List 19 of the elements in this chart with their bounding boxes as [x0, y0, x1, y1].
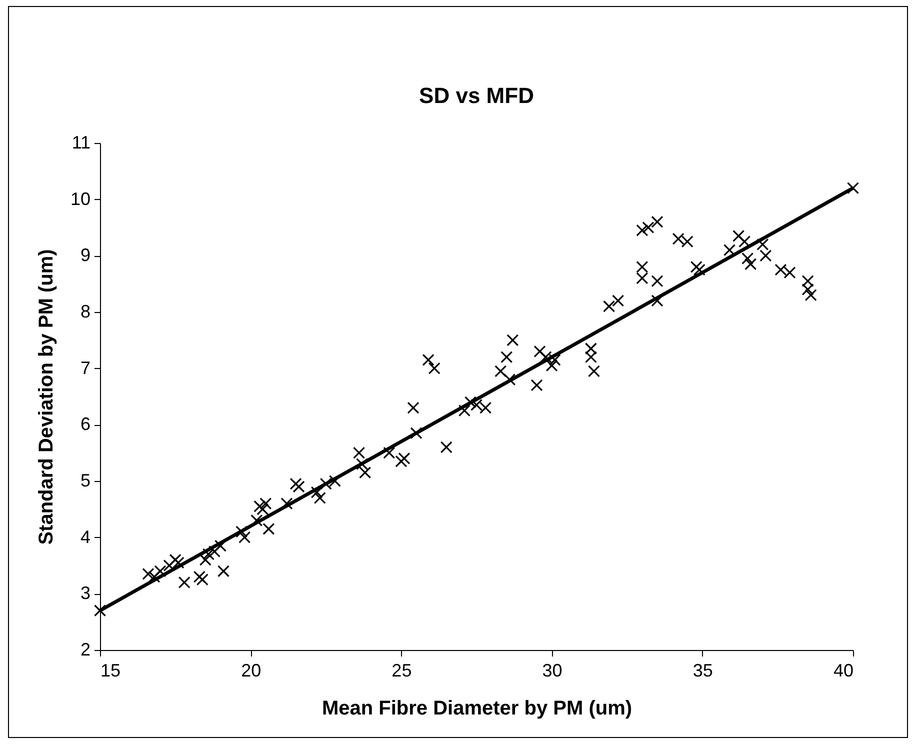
y-tick-label: 6: [80, 414, 90, 434]
x-tick-label: 35: [692, 660, 713, 680]
y-tick-label: 3: [80, 583, 90, 604]
x-tick-label: 20: [241, 660, 262, 680]
y-tick-label: 10: [70, 188, 90, 209]
x-tick-label: 40: [833, 660, 854, 680]
y-tick-label: 7: [80, 358, 90, 378]
y-tick-label: 11: [72, 132, 90, 152]
y-tick-label: 8: [80, 302, 90, 322]
y-tick-label: 2: [80, 640, 90, 660]
x-tick-label: 25: [392, 660, 412, 680]
chart-title: SD vs MFD: [419, 83, 534, 108]
y-axis-title: Standard Deviation by PM (um): [35, 249, 58, 545]
y-tick-label: 9: [80, 245, 90, 266]
x-tick-label: 30: [542, 660, 562, 680]
y-tick-label: 5: [80, 470, 90, 490]
y-tick-label: 4: [80, 526, 90, 547]
x-tick-label: 15: [100, 660, 121, 680]
x-axis-title: Mean Fibre Diameter by PM (um): [322, 698, 632, 720]
